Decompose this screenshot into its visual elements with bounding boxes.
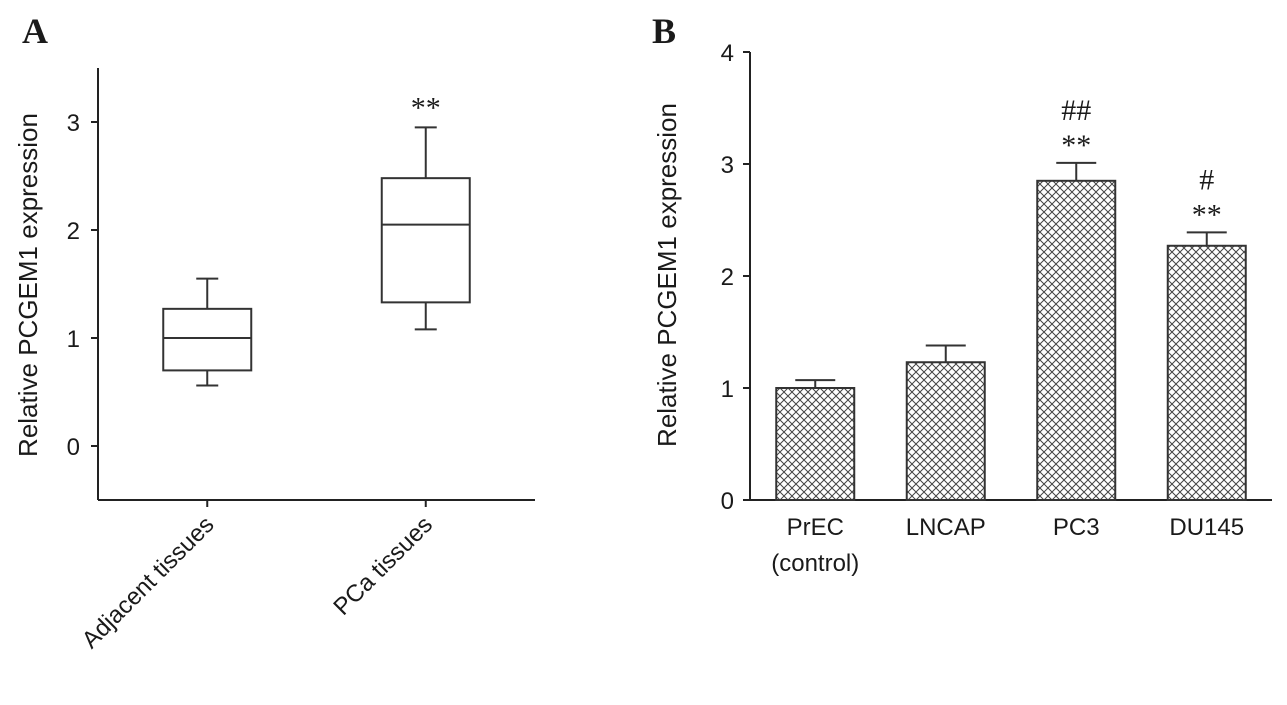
panel-a-x-labels: Adjacent tissues PCa tissues	[77, 500, 438, 654]
panel-a-category-label: PCa tissues	[328, 511, 438, 621]
box-iqr	[380, 177, 471, 304]
significance-label: **	[1192, 198, 1222, 231]
significance-label: **	[1061, 129, 1091, 162]
bar	[905, 361, 986, 501]
category-label-line: DU145	[1169, 514, 1244, 541]
category-label-line: LNCAP	[906, 514, 986, 541]
panel-b-letter: B	[652, 11, 676, 51]
panel-b-category-label: LNCAP	[906, 514, 986, 541]
panel-b-y-tick-label: 1	[721, 376, 734, 403]
category-label-line: PC3	[1053, 514, 1100, 541]
category-label-line: PrEC	[787, 514, 844, 541]
panel-a-y-ticks: 0 1 2 3	[67, 110, 98, 461]
bar	[1166, 244, 1247, 501]
panel-a-y-tick-label: 2	[67, 218, 80, 245]
panel-a-boxes: **	[162, 91, 471, 387]
panel-a-y-tick-label: 1	[67, 326, 80, 353]
panel-b-y-tick-label: 0	[721, 488, 734, 515]
panel-b-bars: **##**#	[775, 94, 1247, 502]
category-label-line: (control)	[771, 550, 859, 577]
panel-a-y-tick-label: 0	[67, 434, 80, 461]
box-iqr	[162, 307, 253, 372]
panel-b-y-tick-label: 2	[721, 264, 734, 291]
panel-a-y-axis-title: Relative PCGEM1 expression	[13, 113, 43, 457]
panel-b-y-ticks: 0 1 2 3 4	[721, 40, 750, 515]
panel-a: A Relative PCGEM1 expression 0 1 2 3 ** Adj…	[13, 11, 535, 654]
panel-b-y-axis-title: Relative PCGEM1 expression	[652, 103, 682, 447]
panel-a-category-label: Adjacent tissues	[77, 511, 220, 654]
panel-a-y-tick-label: 3	[67, 110, 80, 137]
panel-b-x-labels: PrEC (control) LNCAP PC3 DU145	[771, 514, 1244, 577]
panel-b-category-label: DU145	[1169, 514, 1244, 541]
panel-b-y-tick-label: 4	[721, 40, 734, 67]
significance-label: **	[411, 91, 441, 124]
significance-label-hash: #	[1199, 163, 1214, 196]
bar	[775, 387, 856, 501]
panel-b-category-label: PC3	[1053, 514, 1100, 541]
panel-b-y-tick-label: 3	[721, 152, 734, 179]
panel-b-category-label: PrEC (control)	[771, 514, 859, 577]
bar	[1036, 179, 1117, 502]
significance-label-hash: ##	[1061, 94, 1091, 127]
panel-a-letter: A	[22, 11, 48, 51]
